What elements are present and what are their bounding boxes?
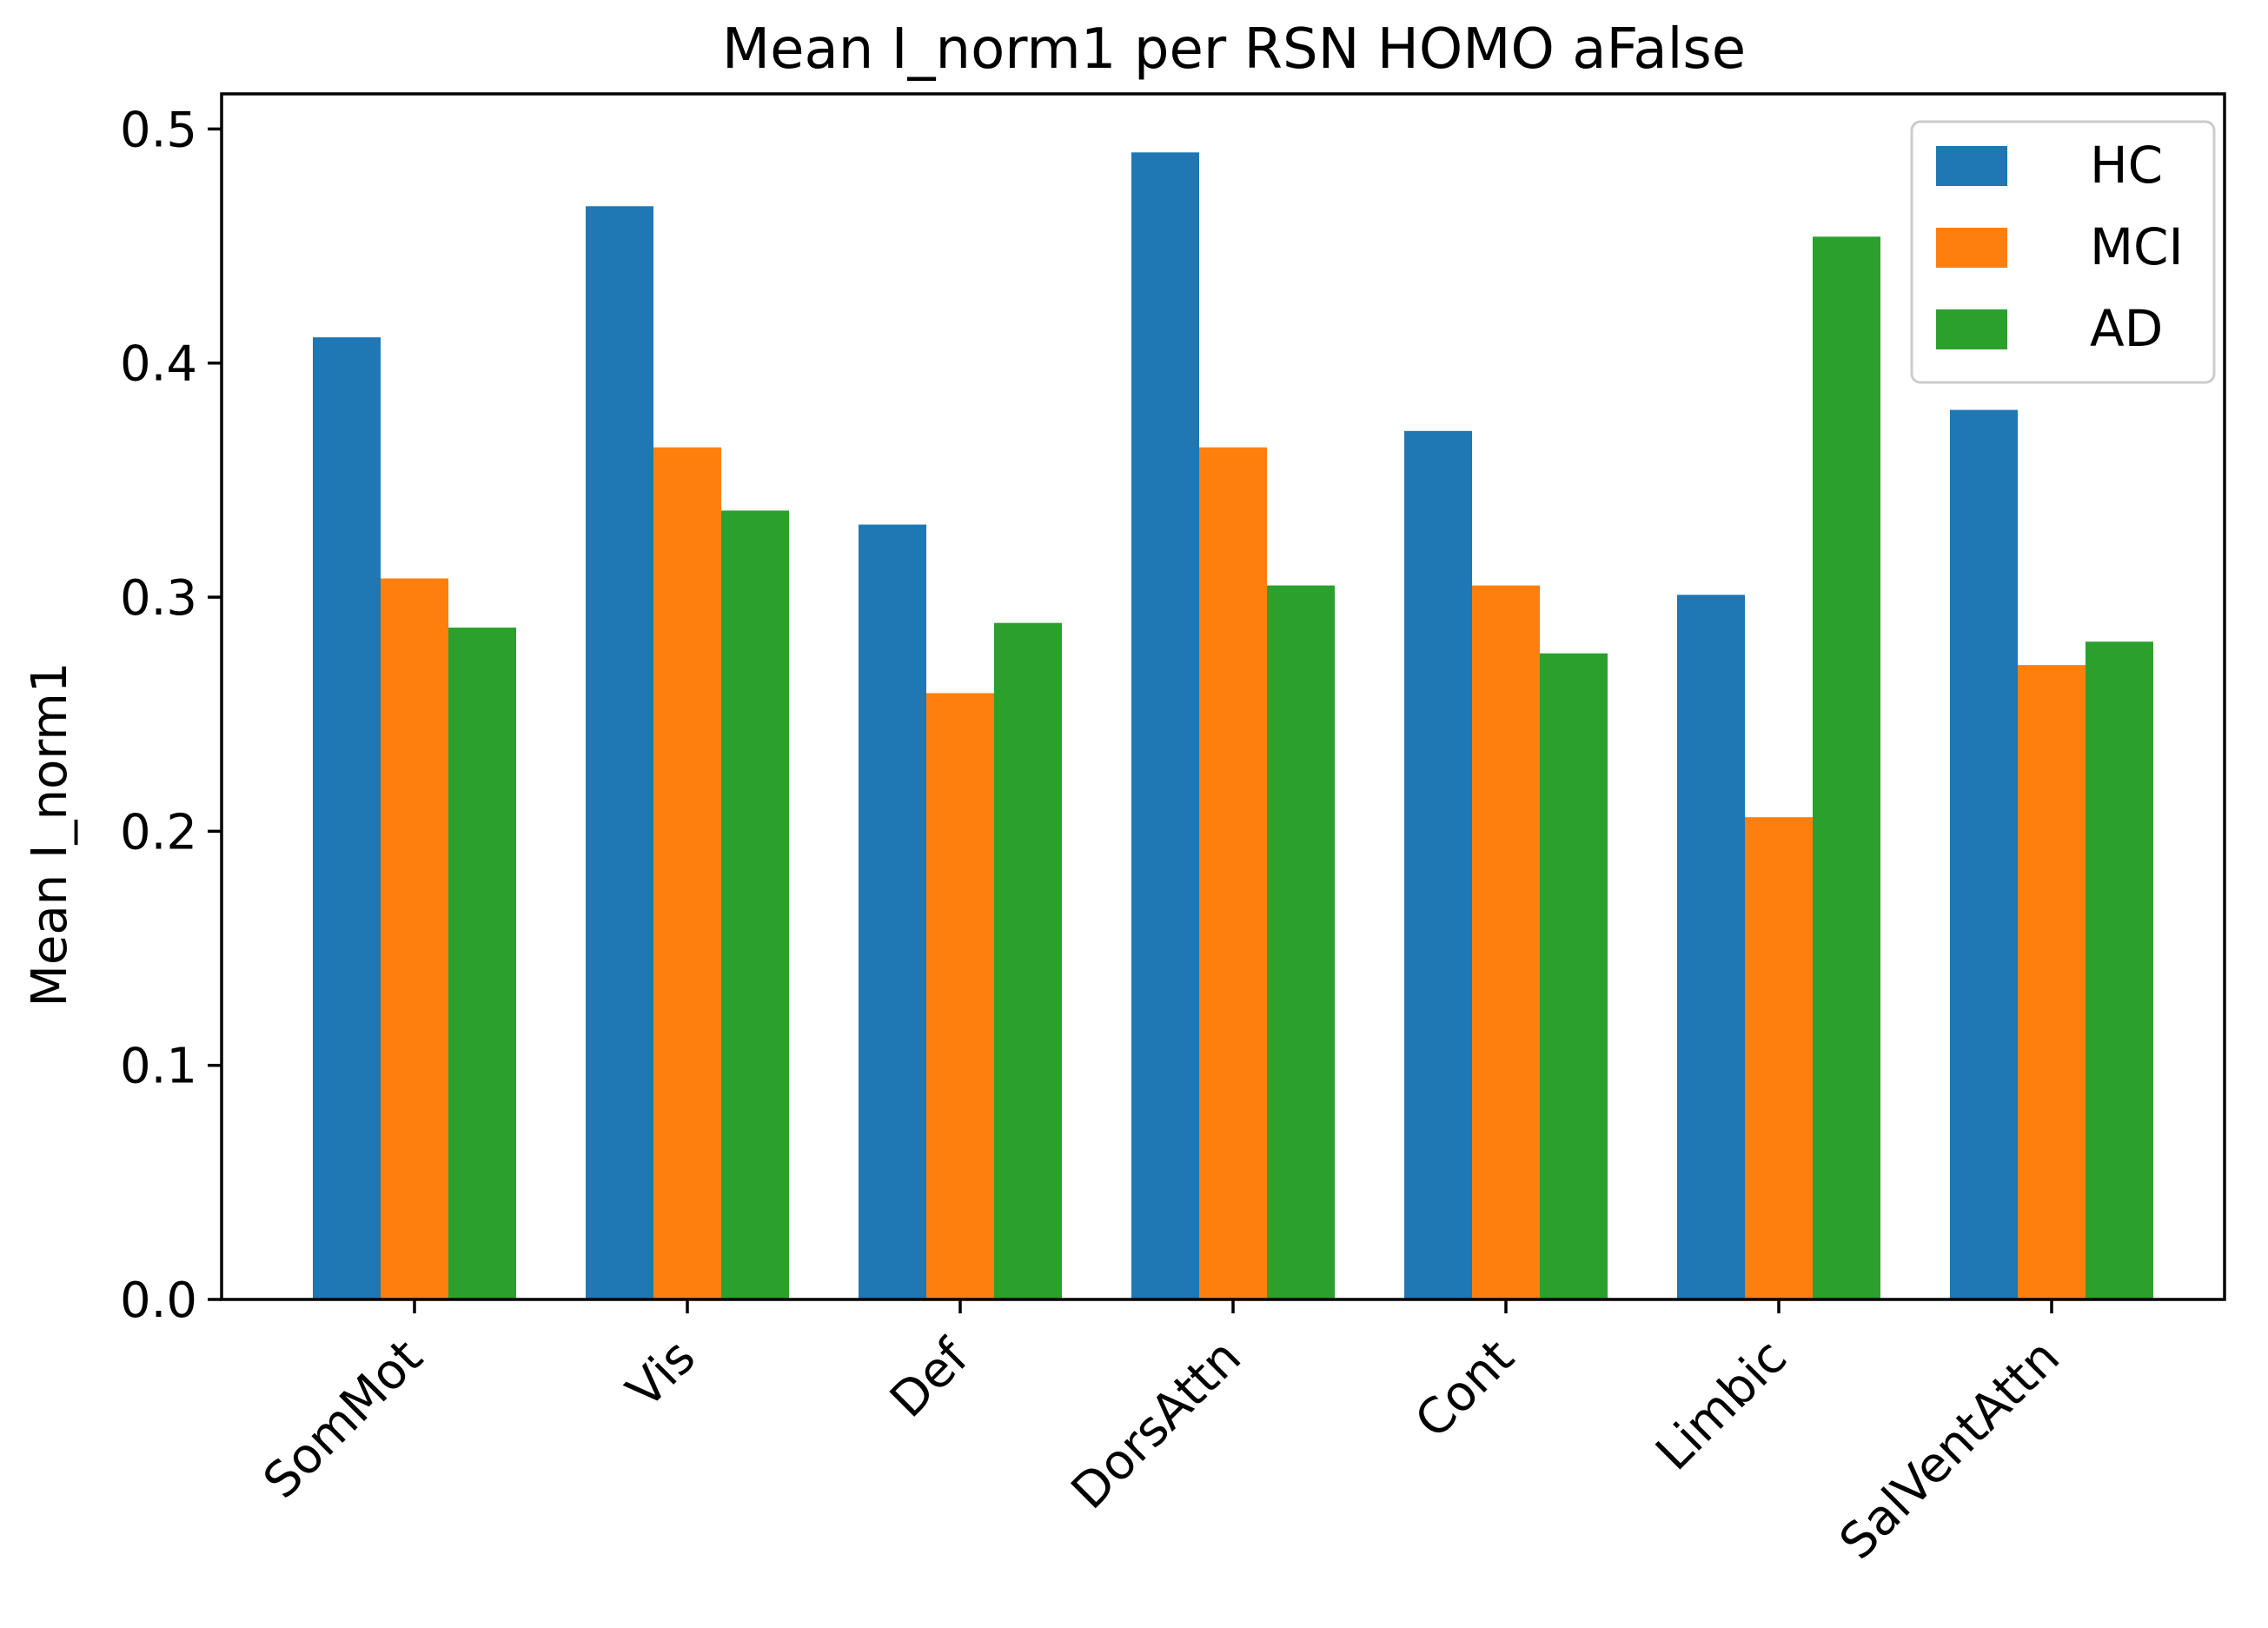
- chart-title: Mean I_norm1 per RSN HOMO aFalse: [722, 17, 1746, 82]
- bar-hc-dorsattn: [1131, 152, 1199, 1300]
- bar-ad-dorsattn: [1267, 585, 1335, 1299]
- bar-ad-limbic: [1813, 236, 1880, 1300]
- bar-ad-salventattn: [2086, 641, 2153, 1299]
- y-axis-label: Mean I_norm1: [22, 662, 78, 1007]
- bar-mci-limbic: [1745, 817, 1813, 1299]
- y-tick-label: 0.3: [120, 570, 197, 627]
- legend-label-ad: AD: [2090, 299, 2163, 358]
- x-tick-label-vis: Vis: [616, 1329, 706, 1419]
- x-tick-label-sommot: SomMot: [253, 1329, 434, 1510]
- bar-mci-dorsattn: [1199, 447, 1267, 1299]
- x-tick-label-limbic: Limbic: [1645, 1329, 1798, 1482]
- bar-ad-cont: [1540, 653, 1608, 1299]
- bar-hc-cont: [1404, 430, 1472, 1299]
- y-tick-label: 0.5: [120, 102, 197, 158]
- bar-mci-sommot: [381, 578, 448, 1299]
- y-tick-label: 0.2: [120, 804, 197, 861]
- legend-swatch-mci: [1936, 228, 2007, 268]
- bar-hc-def: [859, 524, 926, 1299]
- bar-mci-vis: [653, 447, 721, 1299]
- y-tick-label: 0.0: [120, 1272, 197, 1329]
- x-tick-label-dorsattn: DorsAttn: [1061, 1329, 1252, 1520]
- bar-hc-sommot: [313, 337, 381, 1299]
- legend: HC MCI AD: [1910, 120, 2216, 384]
- y-tick-label: 0.4: [120, 336, 197, 393]
- y-axis-ticks: 0.0 0.1 0.2 0.3 0.4 0.5: [120, 102, 222, 1329]
- bar-mci-def: [926, 693, 994, 1299]
- y-tick-label: 0.1: [120, 1039, 197, 1095]
- x-tick-label-cont: Cont: [1404, 1329, 1524, 1449]
- bar-mci-cont: [1472, 585, 1540, 1299]
- bar-mci-salventattn: [2018, 665, 2086, 1299]
- legend-label-mci: MCI: [2090, 217, 2184, 276]
- legend-swatch-ad: [1936, 309, 2007, 349]
- bar-hc-vis: [586, 206, 653, 1299]
- x-tick-label-salventattn: SalVentAttn: [1829, 1329, 2071, 1571]
- bar-hc-salventattn: [1950, 409, 2018, 1299]
- bar-ad-vis: [721, 510, 789, 1299]
- bar-ad-sommot: [448, 628, 516, 1299]
- x-axis-ticks: SomMot Vis Def DorsAttn Cont Limbic SalVentAtt…: [253, 1299, 2071, 1571]
- bars-group: [313, 152, 2153, 1300]
- bar-ad-def: [994, 622, 1062, 1299]
- legend-label-hc: HC: [2090, 136, 2163, 195]
- bar-hc-limbic: [1677, 595, 1745, 1299]
- plot-area-frame: [220, 92, 2226, 1301]
- legend-swatch-hc: [1936, 146, 2007, 186]
- x-tick-label-def: Def: [879, 1328, 980, 1429]
